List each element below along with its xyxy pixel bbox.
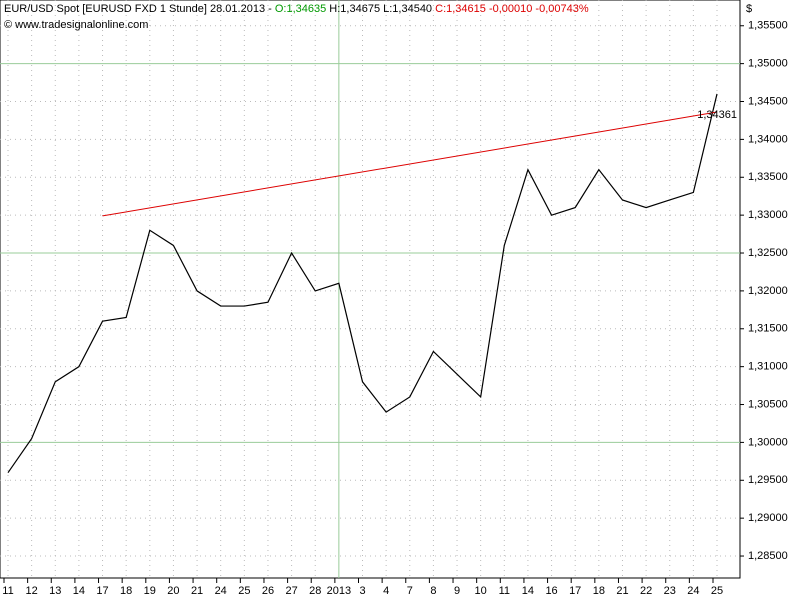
x-tick-label: 21 bbox=[616, 585, 628, 597]
x-tick-label: 9 bbox=[454, 585, 460, 597]
x-tick-label: 14 bbox=[73, 585, 85, 597]
x-tick-label: 26 bbox=[262, 585, 274, 597]
currency: $ bbox=[746, 3, 752, 15]
y-tick-label: 1,35500 bbox=[748, 20, 788, 32]
x-tick-label: 10 bbox=[475, 585, 487, 597]
y-tick-label: 1,30000 bbox=[748, 436, 788, 448]
x-tick-label: 16 bbox=[545, 585, 557, 597]
y-tick-label: 1,34000 bbox=[748, 133, 788, 145]
close-label: C:1,34615 -0,00010 -0,00743% bbox=[435, 3, 589, 15]
x-tick-label: 24 bbox=[215, 585, 227, 597]
x-tick-label: 4 bbox=[383, 585, 389, 597]
x-tick-label: 18 bbox=[120, 585, 132, 597]
chart-header: EUR/USD Spot [EURUSD FXD 1 Stunde] 28.01… bbox=[4, 3, 589, 15]
x-tick-label: 17 bbox=[96, 585, 108, 597]
y-tick-label: 1,31500 bbox=[748, 323, 788, 335]
x-tick-label: 22 bbox=[640, 585, 652, 597]
plot-area bbox=[0, 0, 741, 579]
x-tick-label: 8 bbox=[430, 585, 436, 597]
price-line bbox=[7, 93, 718, 474]
x-tick-label: 23 bbox=[664, 585, 676, 597]
y-tick-label: 1,29000 bbox=[748, 512, 788, 524]
y-tick-label: 1,28500 bbox=[748, 550, 788, 562]
x-tick-label: 19 bbox=[144, 585, 156, 597]
y-tick-label: 1,35000 bbox=[748, 58, 788, 70]
x-tick-label: 7 bbox=[407, 585, 413, 597]
x-tick-label: 27 bbox=[285, 585, 297, 597]
high-low-label: H:1,34675 L:1,34540 bbox=[329, 3, 432, 15]
y-tick-label: 1,31000 bbox=[748, 361, 788, 373]
y-tick-label: 1,32500 bbox=[748, 247, 788, 259]
y-tick-label: 1,29500 bbox=[748, 474, 788, 486]
x-tick-label: 20 bbox=[167, 585, 179, 597]
y-tick-label: 1,33500 bbox=[748, 171, 788, 183]
y-tick-label: 1,34500 bbox=[748, 95, 788, 107]
x-tick-label: 17 bbox=[569, 585, 581, 597]
copyright: © www.tradesignalonline.com bbox=[4, 19, 148, 31]
x-tick-label: 18 bbox=[593, 585, 605, 597]
open-label: O:1,34635 bbox=[275, 3, 326, 15]
x-tick-label: 11 bbox=[499, 585, 510, 597]
x-tick-label: 28 bbox=[309, 585, 321, 597]
trendline-label: 1,34361 bbox=[697, 109, 737, 121]
x-tick-label: 12 bbox=[26, 585, 38, 597]
x-tick-label: 2013 bbox=[327, 585, 351, 597]
trendline bbox=[102, 111, 718, 217]
x-tick-label: 25 bbox=[711, 585, 723, 597]
x-tick-label: 3 bbox=[359, 585, 365, 597]
x-tick-label: 24 bbox=[687, 585, 699, 597]
x-tick-label: 11 bbox=[2, 585, 13, 597]
x-tick-label: 21 bbox=[191, 585, 203, 597]
x-tick-label: 13 bbox=[49, 585, 61, 597]
y-tick-label: 1,30500 bbox=[748, 398, 788, 410]
x-tick-label: 25 bbox=[238, 585, 250, 597]
y-tick-label: 1,32000 bbox=[748, 285, 788, 297]
x-tick-label: 14 bbox=[522, 585, 534, 597]
chart-title: EUR/USD Spot [EURUSD FXD 1 Stunde] 28.01… bbox=[4, 3, 272, 15]
y-tick-label: 1,33000 bbox=[748, 209, 788, 221]
